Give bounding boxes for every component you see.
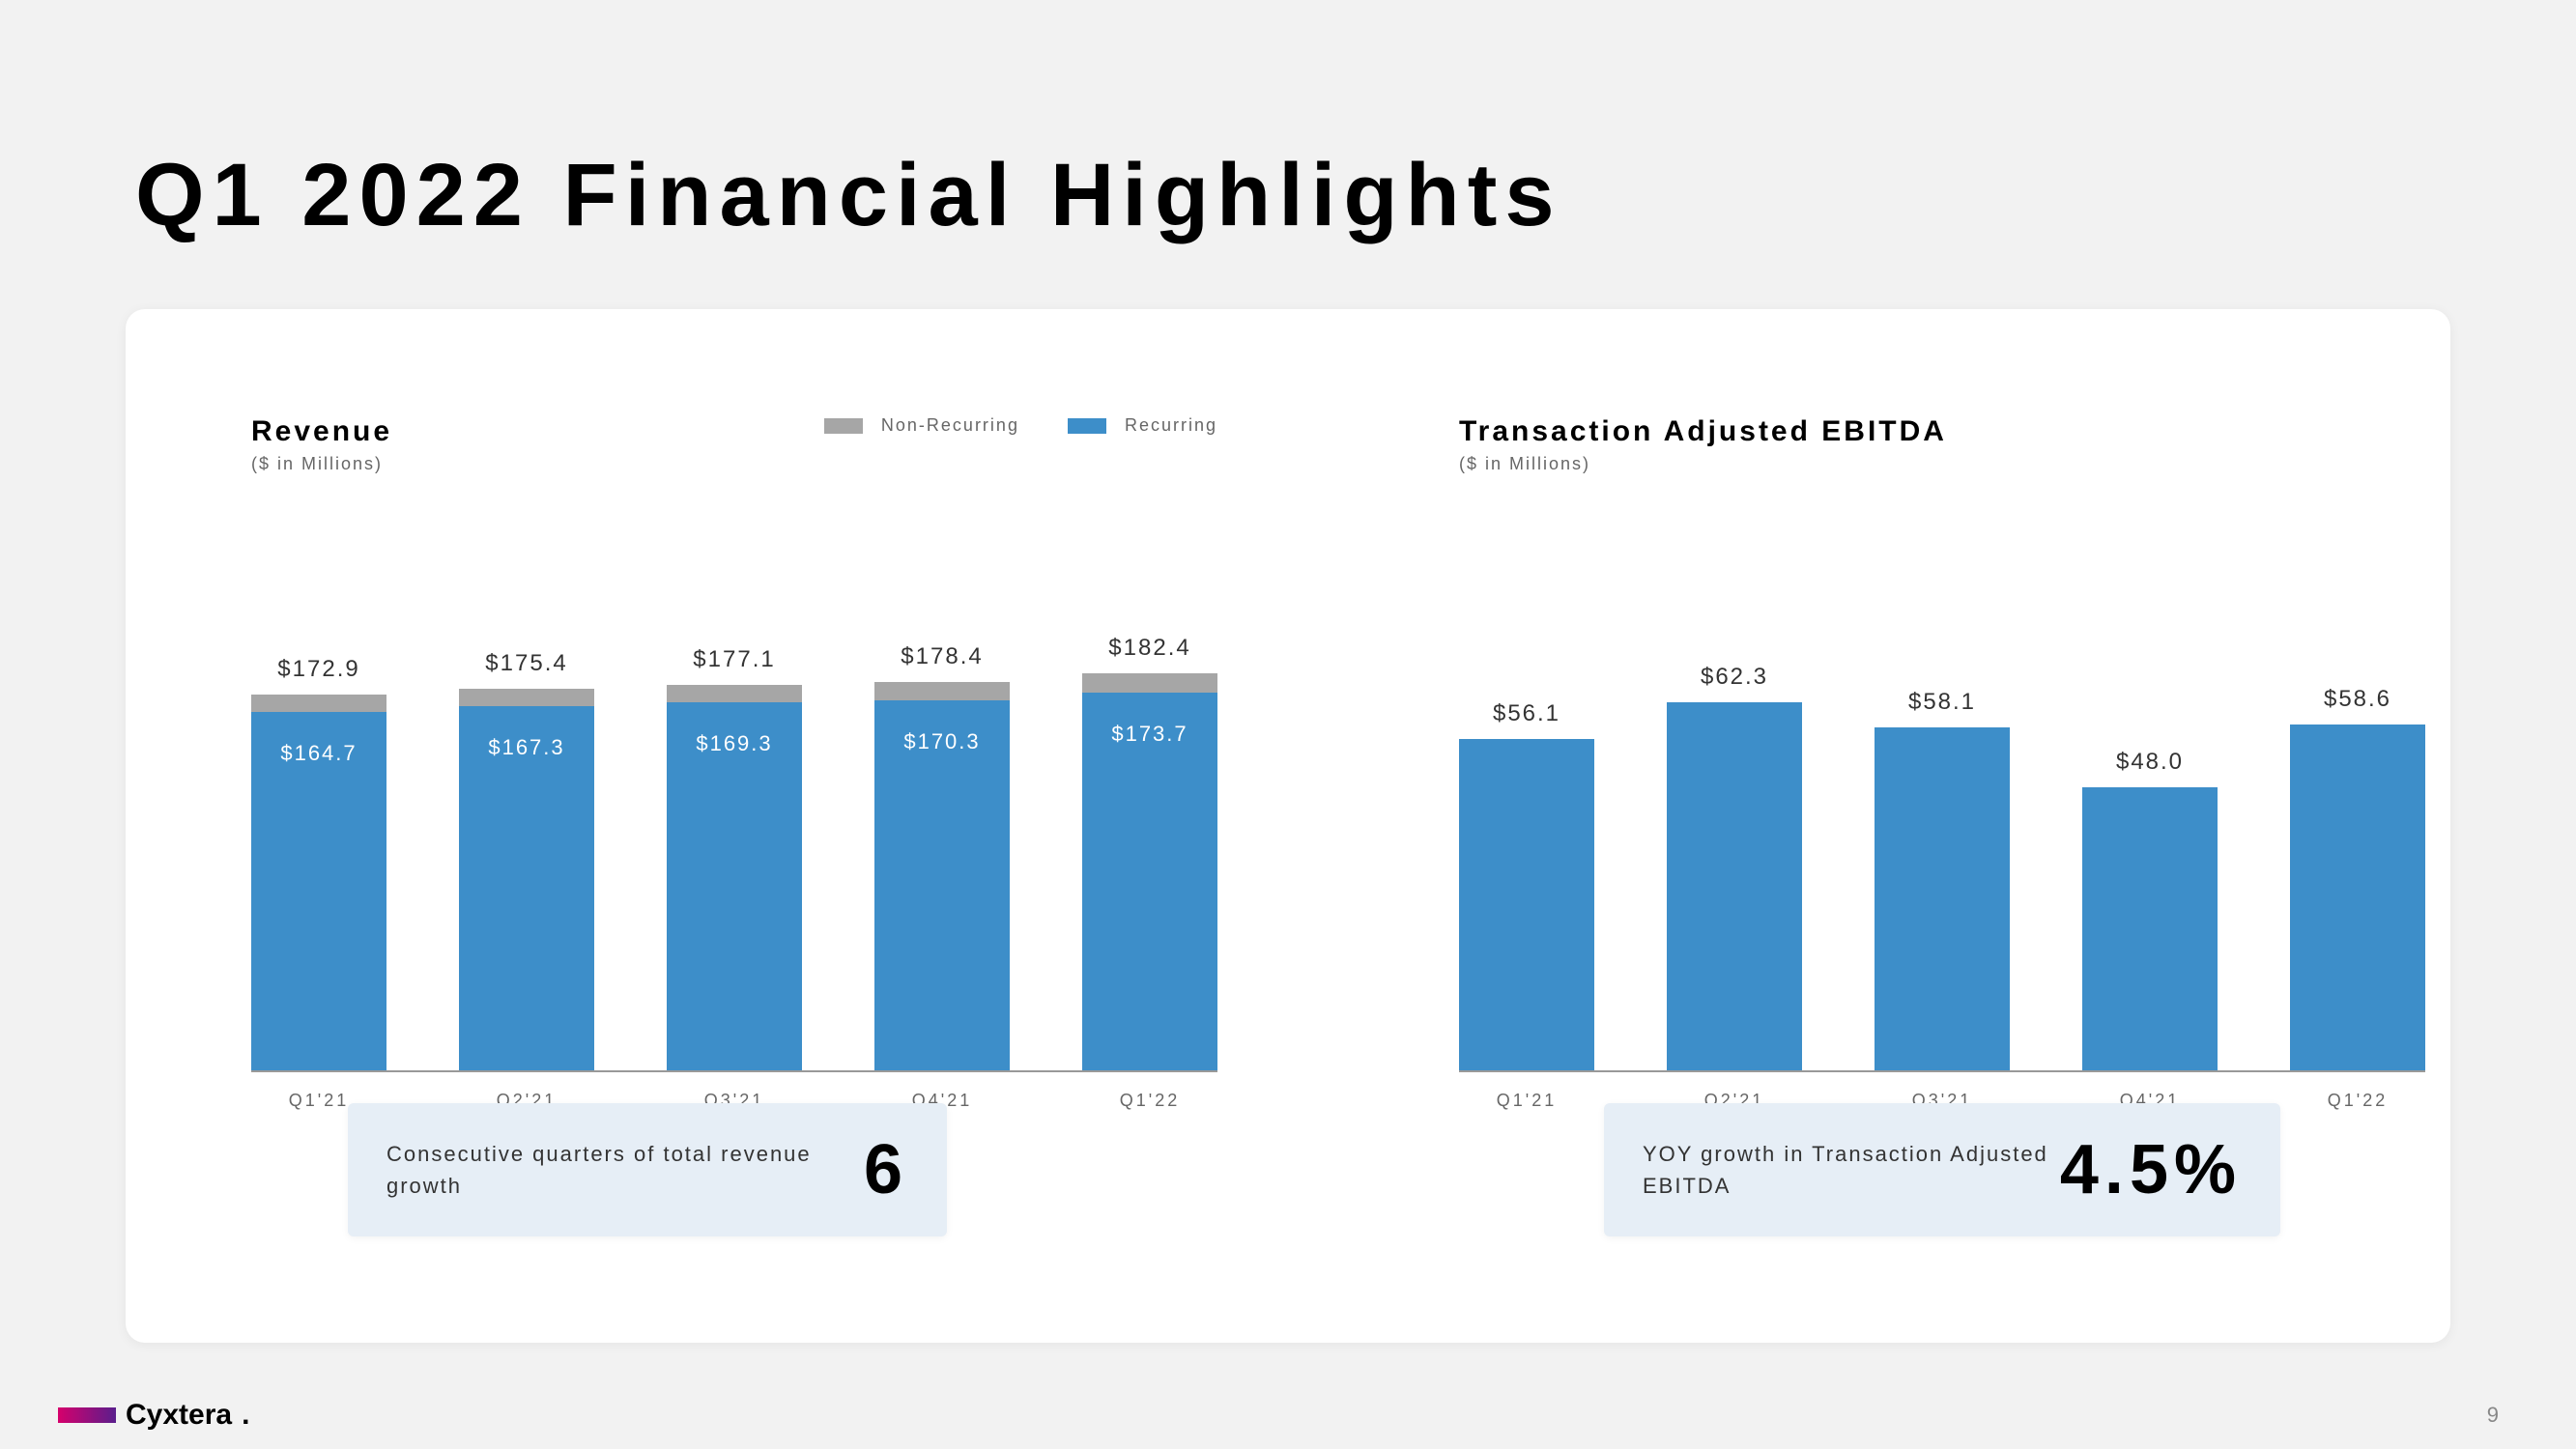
- ebitda-bar: $58.1: [1875, 727, 2010, 1072]
- content-card: Revenue ($ in Millions) Non-Recurring Re…: [126, 309, 2450, 1343]
- ebitda-bar: $58.6: [2290, 724, 2425, 1072]
- revenue-bar-recurring-label: $169.3: [667, 731, 802, 756]
- legend-item-non-recurring: Non-Recurring: [824, 415, 1019, 436]
- revenue-bar-recurring-label: $164.7: [251, 741, 386, 766]
- ebitda-bar-segment: [2290, 724, 2425, 1072]
- ebitda-bar-segment: [1875, 727, 2010, 1072]
- brand-logo-text: Cyxtera: [126, 1399, 232, 1432]
- revenue-bar: $177.1$169.3: [667, 685, 802, 1072]
- ebitda-xlabel: Q1'21: [1459, 1091, 1594, 1111]
- revenue-bar: $182.4$173.7: [1082, 673, 1217, 1072]
- ebitda-bar-label: $58.1: [1846, 689, 2039, 716]
- ebitda-axis: [1459, 1070, 2425, 1072]
- ebitda-xlabel: Q1'22: [2290, 1091, 2425, 1111]
- legend-item-recurring: Recurring: [1068, 415, 1217, 436]
- revenue-bar-total-label: $182.4: [1053, 635, 1246, 662]
- revenue-panel: Revenue ($ in Millions) Non-Recurring Re…: [251, 415, 1217, 1265]
- revenue-bar-recurring-label: $170.3: [874, 729, 1010, 754]
- revenue-bar-non-recurring-segment: [667, 685, 802, 702]
- revenue-bar-recurring-segment: $170.3: [874, 700, 1010, 1072]
- revenue-bar-total-label: $177.1: [638, 646, 831, 673]
- revenue-bar-total-label: $172.9: [222, 656, 415, 683]
- revenue-chart-subtitle: ($ in Millions): [251, 454, 1217, 474]
- revenue-metric-box: Consecutive quarters of total revenue gr…: [348, 1103, 947, 1236]
- ebitda-metric-value: 4.5%: [2060, 1130, 2242, 1209]
- slide-title: Q1 2022 Financial Highlights: [135, 145, 1562, 246]
- revenue-bar-total-label: $178.4: [845, 643, 1039, 670]
- brand-logo: Cyxtera.: [58, 1399, 249, 1432]
- ebitda-bar-slot: $62.3: [1667, 702, 1802, 1072]
- ebitda-bar-segment: [1667, 702, 1802, 1072]
- ebitda-bar: $48.0: [2082, 787, 2218, 1072]
- ebitda-bar-segment: [2082, 787, 2218, 1072]
- ebitda-panel: Transaction Adjusted EBITDA ($ in Millio…: [1459, 415, 2425, 1265]
- legend-swatch-recurring: [1068, 418, 1106, 434]
- revenue-bar-slot: $175.4$167.3: [459, 689, 594, 1072]
- ebitda-bar-label: $48.0: [2053, 749, 2247, 776]
- ebitda-chart-subtitle: ($ in Millions): [1459, 454, 2425, 474]
- revenue-bar-recurring-segment: $167.3: [459, 706, 594, 1072]
- revenue-bar-recurring-segment: $169.3: [667, 702, 802, 1072]
- revenue-legend: Non-Recurring Recurring: [824, 415, 1217, 436]
- brand-logo-bar: [58, 1407, 116, 1423]
- ebitda-chart-area: $56.1 $62.3 $58.1 $48.0 $58.6: [1459, 541, 2425, 1072]
- revenue-bar-recurring-label: $167.3: [459, 735, 594, 760]
- ebitda-bar-label: $56.1: [1430, 700, 1623, 727]
- ebitda-metric-box: YOY growth in Transaction Adjusted EBITD…: [1604, 1103, 2280, 1236]
- revenue-bars: $172.9$164.7$175.4$167.3$177.1$169.3$178…: [251, 541, 1217, 1072]
- revenue-xlabel: Q1'22: [1082, 1091, 1217, 1111]
- revenue-axis: [251, 1070, 1217, 1072]
- ebitda-metric-text: YOY growth in Transaction Adjusted EBITD…: [1643, 1138, 2060, 1202]
- revenue-bar-non-recurring-segment: [874, 682, 1010, 699]
- ebitda-bar-slot: $56.1: [1459, 739, 1594, 1072]
- revenue-bar-slot: $177.1$169.3: [667, 685, 802, 1072]
- ebitda-bar-slot: $58.1: [1875, 727, 2010, 1072]
- brand-logo-dot: .: [242, 1399, 249, 1432]
- revenue-chart-area: $172.9$164.7$175.4$167.3$177.1$169.3$178…: [251, 541, 1217, 1072]
- ebitda-bar-slot: $58.6: [2290, 724, 2425, 1072]
- revenue-bar-recurring-label: $173.7: [1082, 722, 1217, 747]
- revenue-bar: $178.4$170.3: [874, 682, 1010, 1072]
- ebitda-bar-segment: [1459, 739, 1594, 1072]
- revenue-bar-non-recurring-segment: [1082, 673, 1217, 693]
- revenue-bar-recurring-segment: $164.7: [251, 712, 386, 1072]
- revenue-bar-non-recurring-segment: [251, 695, 386, 713]
- ebitda-bar: $56.1: [1459, 739, 1594, 1072]
- revenue-bar-slot: $172.9$164.7: [251, 695, 386, 1072]
- legend-swatch-non-recurring: [824, 418, 863, 434]
- revenue-bar-recurring-segment: $173.7: [1082, 693, 1217, 1072]
- revenue-bar-non-recurring-segment: [459, 689, 594, 706]
- revenue-bar-slot: $178.4$170.3: [874, 682, 1010, 1072]
- ebitda-bar: $62.3: [1667, 702, 1802, 1072]
- slide-frame: Q1 2022 Financial Highlights Revenue ($ …: [58, 39, 2518, 1381]
- revenue-bar-total-label: $175.4: [430, 650, 623, 677]
- ebitda-bar-label: $62.3: [1638, 664, 1831, 691]
- legend-label: Recurring: [1125, 415, 1217, 435]
- revenue-metric-text: Consecutive quarters of total revenue gr…: [386, 1138, 864, 1202]
- ebitda-chart-title: Transaction Adjusted EBITDA: [1459, 415, 2425, 448]
- page-number: 9: [2487, 1403, 2499, 1428]
- legend-label: Non-Recurring: [881, 415, 1019, 435]
- revenue-bar: $175.4$167.3: [459, 689, 594, 1072]
- revenue-bar-slot: $182.4$173.7: [1082, 673, 1217, 1072]
- ebitda-bars: $56.1 $62.3 $58.1 $48.0 $58.6: [1459, 541, 2425, 1072]
- ebitda-bar-slot: $48.0: [2082, 787, 2218, 1072]
- revenue-metric-value: 6: [864, 1130, 908, 1209]
- revenue-bar: $172.9$164.7: [251, 695, 386, 1072]
- ebitda-bar-label: $58.6: [2261, 686, 2454, 713]
